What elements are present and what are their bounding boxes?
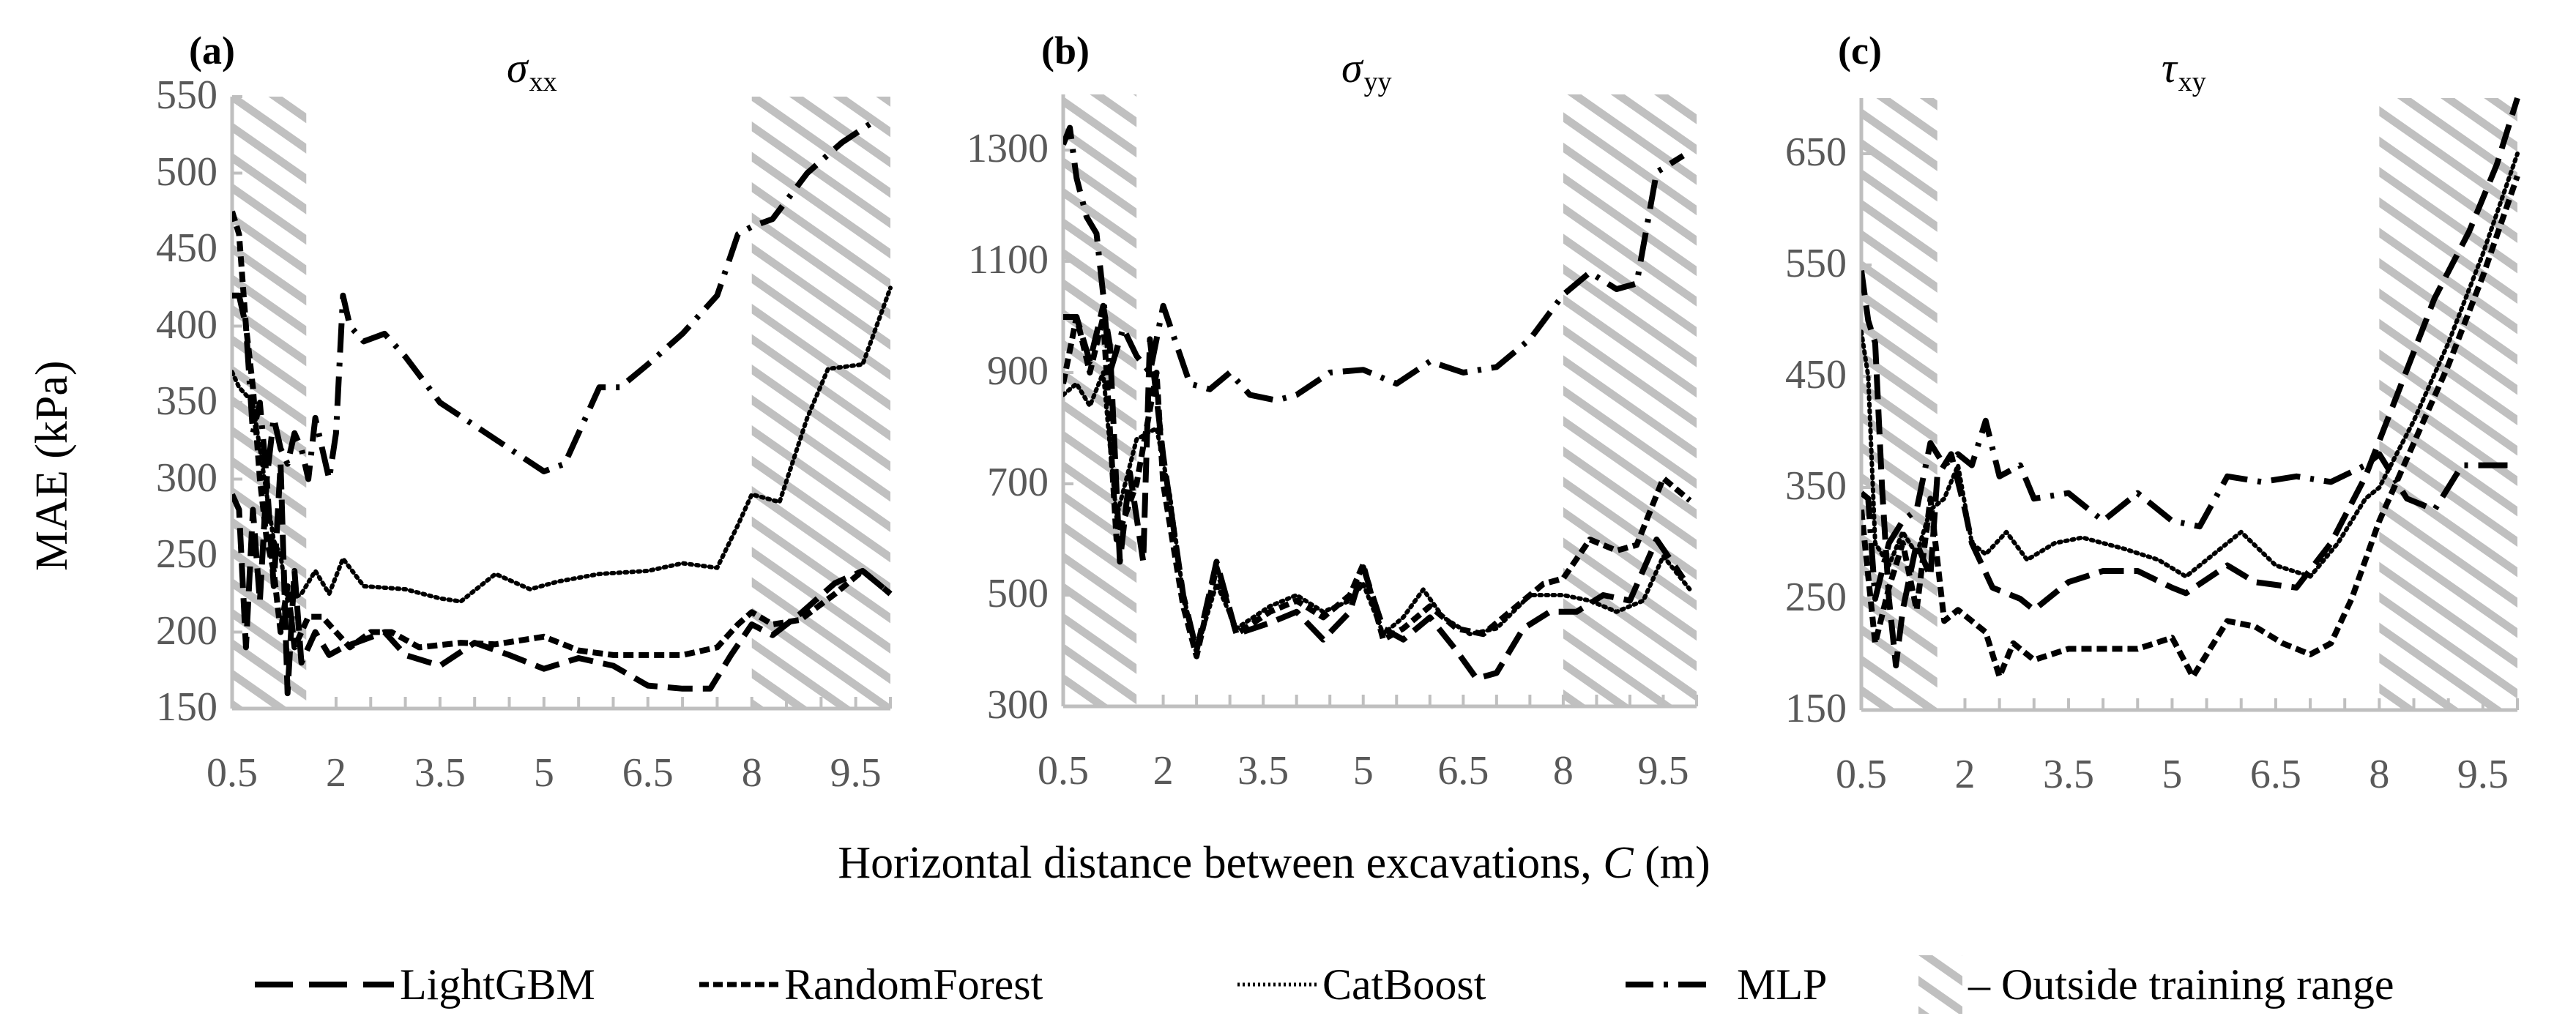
panel-c-label: (c) — [1838, 29, 1882, 72]
x-tick-label: 5 — [533, 750, 554, 796]
x-tick-label: 5 — [1352, 748, 1374, 793]
series-line-catboost — [1861, 152, 2520, 579]
x-tick-label: 8 — [741, 750, 762, 796]
panel-a-plot — [230, 95, 893, 711]
y-tick-label: 450 — [1785, 352, 1847, 397]
panel-b-title: σyy — [1341, 44, 1392, 97]
y-tick-label: 900 — [987, 348, 1049, 394]
panel-a-title-symbol: σ — [507, 44, 528, 91]
dotted-line-icon — [1237, 982, 1317, 987]
series-line-catboost — [232, 285, 893, 604]
y-tick-label: 500 — [987, 571, 1049, 616]
y-tick-label: 150 — [1785, 686, 1847, 731]
y-tick-label: 150 — [156, 684, 217, 730]
y-tick-label: 300 — [156, 455, 217, 501]
series-line-mlp — [1063, 124, 1685, 403]
outside-training-range-region — [1563, 94, 1697, 706]
panel-b-label: (b) — [1041, 29, 1090, 72]
dash-dot-line-icon — [1626, 982, 1713, 987]
x-tick-label: 8 — [1552, 748, 1574, 793]
y-tick-label: 400 — [156, 302, 217, 348]
x-axis-title-variable: C — [1603, 838, 1634, 888]
outside-training-range-region — [1063, 94, 1137, 706]
x-tick-label: 0.5 — [1836, 752, 1887, 797]
x-tick-label: 6.5 — [622, 750, 674, 796]
x-tick-label: 6.5 — [1437, 748, 1489, 793]
legend-item-mlp: MLP — [1626, 955, 1827, 1014]
y-tick-label: 1100 — [968, 237, 1049, 283]
x-tick-label: 2 — [1153, 748, 1174, 793]
panel-b-title-symbol: σ — [1341, 44, 1363, 91]
series-line-randomforest — [1861, 175, 2520, 680]
x-tick-label: 6.5 — [2249, 752, 2301, 797]
y-tick-label: 350 — [156, 378, 217, 424]
y-tick-label: 500 — [156, 149, 217, 195]
outside-training-range-region — [751, 97, 890, 709]
x-tick-label: 0.5 — [1038, 748, 1089, 793]
x-tick-label: 2 — [325, 750, 346, 796]
x-axis-title: Horizontal distance between excavations,… — [732, 840, 1816, 886]
x-tick-label: 3.5 — [414, 750, 466, 796]
x-tick-label: 0.5 — [206, 750, 258, 796]
panel-c-title: τxy — [2162, 44, 2206, 97]
y-tick-label: 1300 — [967, 126, 1049, 171]
panel-b-title-subscript: yy — [1363, 67, 1392, 97]
x-tick-label: 9.5 — [2457, 752, 2509, 797]
short-dash-line-icon — [699, 982, 778, 987]
panel-b-plot — [1061, 94, 1698, 709]
y-axis-title: MAE (kPa) — [27, 360, 77, 571]
panel-c-title-symbol: τ — [2162, 44, 2177, 91]
y-tick-label: 250 — [1785, 575, 1847, 620]
series-line-lightgbm — [1861, 97, 2520, 669]
x-tick-label: 9.5 — [830, 750, 882, 796]
y-tick-label: 350 — [1785, 463, 1847, 509]
y-tick-label: 650 — [1785, 130, 1847, 175]
y-tick-label: 200 — [156, 608, 217, 654]
long-dash-line-icon — [255, 982, 394, 987]
legend-label-randomforest: RandomForest — [784, 960, 1043, 1009]
y-tick-label: 550 — [156, 72, 217, 118]
series-line-mlp — [232, 117, 879, 482]
legend: LightGBM RandomForest CatBoost MLP – Out… — [249, 955, 2576, 1014]
hatch-swatch-icon — [1918, 955, 1962, 1014]
legend-item-randomforest: RandomForest — [699, 955, 1043, 1014]
series-line-randomforest — [232, 210, 893, 658]
y-tick-label: 700 — [987, 460, 1049, 505]
panel-c-title-subscript: xy — [2178, 67, 2206, 97]
series-line-mlp — [1861, 417, 2517, 602]
legend-item-outside-training-range: – Outside training range — [1918, 955, 2394, 1014]
legend-label-catboost: CatBoost — [1322, 960, 1486, 1009]
legend-label-outside-training-range: – Outside training range — [1968, 960, 2394, 1009]
x-axis-title-suffix: (m) — [1633, 838, 1710, 888]
x-tick-label: 3.5 — [1237, 748, 1289, 793]
y-tick-label: 250 — [156, 531, 217, 577]
x-tick-label: 3.5 — [2042, 752, 2094, 797]
series-line-catboost — [1063, 370, 1692, 653]
y-tick-label: 550 — [1785, 241, 1847, 286]
series-line-lightgbm — [1063, 302, 1686, 681]
legend-label-mlp: MLP — [1737, 960, 1828, 1009]
x-axis-title-prefix: Horizontal distance between excavations, — [838, 838, 1604, 888]
x-tick-label: 5 — [2162, 752, 2183, 797]
y-tick-label: 300 — [987, 682, 1049, 728]
x-tick-label: 2 — [1954, 752, 1976, 797]
y-tick-label: 450 — [156, 225, 217, 271]
panel-a-title: σxx — [507, 44, 557, 97]
panel-a-title-subscript: xx — [529, 67, 557, 97]
legend-item-catboost: CatBoost — [1237, 955, 1486, 1014]
panel-a-label: (a) — [189, 29, 235, 72]
panel-c-plot — [1859, 97, 2520, 712]
x-tick-label: 9.5 — [1637, 748, 1689, 793]
legend-label-lightgbm: LightGBM — [400, 960, 595, 1009]
outside-training-range-region — [2379, 98, 2517, 710]
x-tick-label: 8 — [2369, 752, 2390, 797]
legend-item-lightgbm: LightGBM — [255, 955, 595, 1014]
